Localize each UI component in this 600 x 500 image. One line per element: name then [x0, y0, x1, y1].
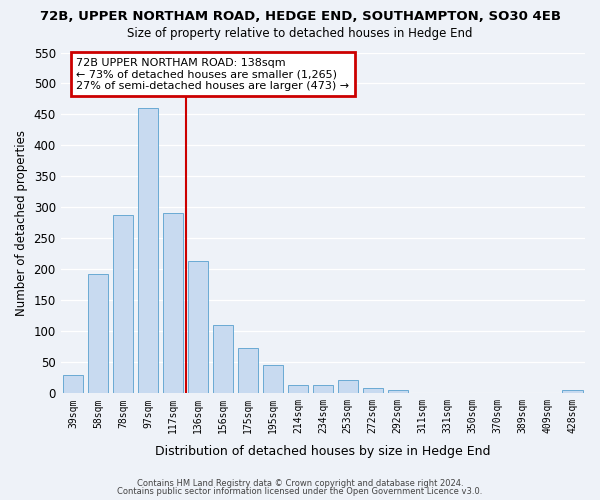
- Bar: [163, 213, 183, 394]
- Text: Size of property relative to detached houses in Hedge End: Size of property relative to detached ho…: [127, 28, 473, 40]
- Bar: [362, 388, 383, 394]
- Bar: [238, 348, 258, 394]
- Bar: [562, 390, 583, 394]
- X-axis label: Distribution of detached houses by size in Hedge End: Distribution of detached houses by size …: [155, 444, 491, 458]
- Bar: [213, 325, 233, 394]
- Bar: [113, 216, 133, 394]
- Text: Contains public sector information licensed under the Open Government Licence v3: Contains public sector information licen…: [118, 487, 482, 496]
- Bar: [188, 262, 208, 394]
- Text: 72B, UPPER NORTHAM ROAD, HEDGE END, SOUTHAMPTON, SO30 4EB: 72B, UPPER NORTHAM ROAD, HEDGE END, SOUT…: [40, 10, 560, 23]
- Bar: [313, 385, 333, 394]
- Bar: [88, 274, 109, 394]
- Text: 72B UPPER NORTHAM ROAD: 138sqm
← 73% of detached houses are smaller (1,265)
27% : 72B UPPER NORTHAM ROAD: 138sqm ← 73% of …: [76, 58, 350, 91]
- Bar: [63, 374, 83, 394]
- Bar: [287, 384, 308, 394]
- Y-axis label: Number of detached properties: Number of detached properties: [15, 130, 28, 316]
- Bar: [263, 365, 283, 394]
- Bar: [138, 108, 158, 394]
- Bar: [388, 390, 408, 394]
- Text: Contains HM Land Registry data © Crown copyright and database right 2024.: Contains HM Land Registry data © Crown c…: [137, 478, 463, 488]
- Bar: [338, 380, 358, 394]
